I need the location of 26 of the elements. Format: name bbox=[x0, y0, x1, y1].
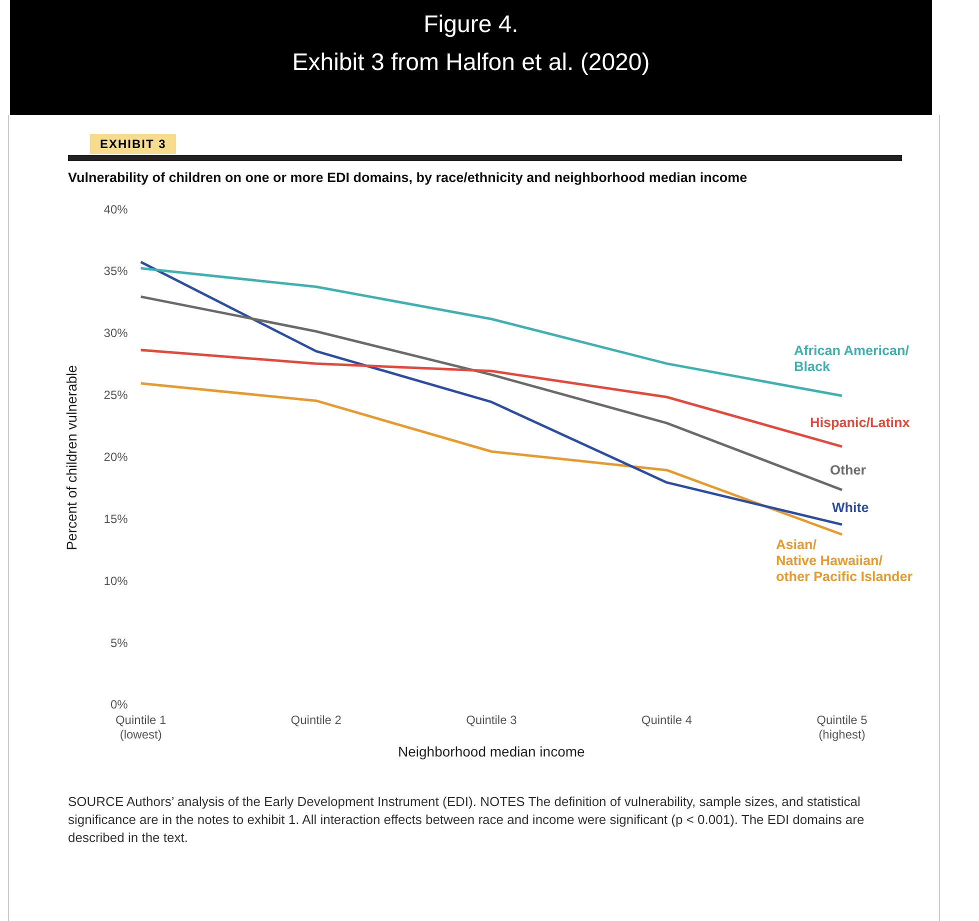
x-tick-label: Quintile 5 (highest) bbox=[816, 712, 868, 742]
x-tick-label: Quintile 1 (lowest) bbox=[115, 712, 166, 742]
y-tick-label: 25% bbox=[104, 388, 128, 402]
y-tick-label: 40% bbox=[104, 202, 128, 216]
series-label: African American/ Black bbox=[794, 343, 910, 374]
y-tick-label: 0% bbox=[110, 698, 128, 712]
series-label: Asian/ Native Hawaiian/ other Pacific Islander bbox=[776, 536, 914, 584]
series-label: Other bbox=[830, 462, 867, 478]
x-tick-label: Quintile 4 bbox=[641, 712, 692, 727]
series-label: Hispanic/Latinx bbox=[810, 415, 910, 430]
y-tick-label: 30% bbox=[104, 326, 128, 340]
y-tick-label: 10% bbox=[104, 574, 128, 588]
x-axis-title: Neighborhood median income bbox=[398, 743, 586, 760]
y-axis-title: Percent of children vulnerable bbox=[63, 364, 80, 550]
y-tick-label: 20% bbox=[104, 450, 128, 464]
series-label: White bbox=[832, 500, 870, 516]
source-note: SOURCE Authors’ analysis of the Early Development Instrument (EDI). NOTES The definition of vulnerability, sample sizes, and statistical significance are in the notes to exhibit 1. All interaction effects between race and income were significant (p < 0.001). The EDI domains are described in the text. bbox=[68, 793, 866, 847]
chart-title: Figure 4. bbox=[422, 10, 520, 40]
x-tick-label: Quintile 3 bbox=[466, 712, 518, 727]
x-tick-label: Quintile 2 bbox=[290, 712, 342, 727]
y-tick-label: 15% bbox=[104, 512, 128, 526]
text: Vulnerability of children on one or more EDI domains, by race/ethnicity and neighborhood median income bbox=[68, 170, 748, 185]
y-tick-label: 5% bbox=[110, 636, 128, 650]
text: EXHIBIT 3 bbox=[90, 134, 176, 154]
y-tick-label: 35% bbox=[104, 264, 128, 278]
chart-subtitle: Exhibit 3 from Halfon et al. (2020) bbox=[291, 48, 651, 78]
